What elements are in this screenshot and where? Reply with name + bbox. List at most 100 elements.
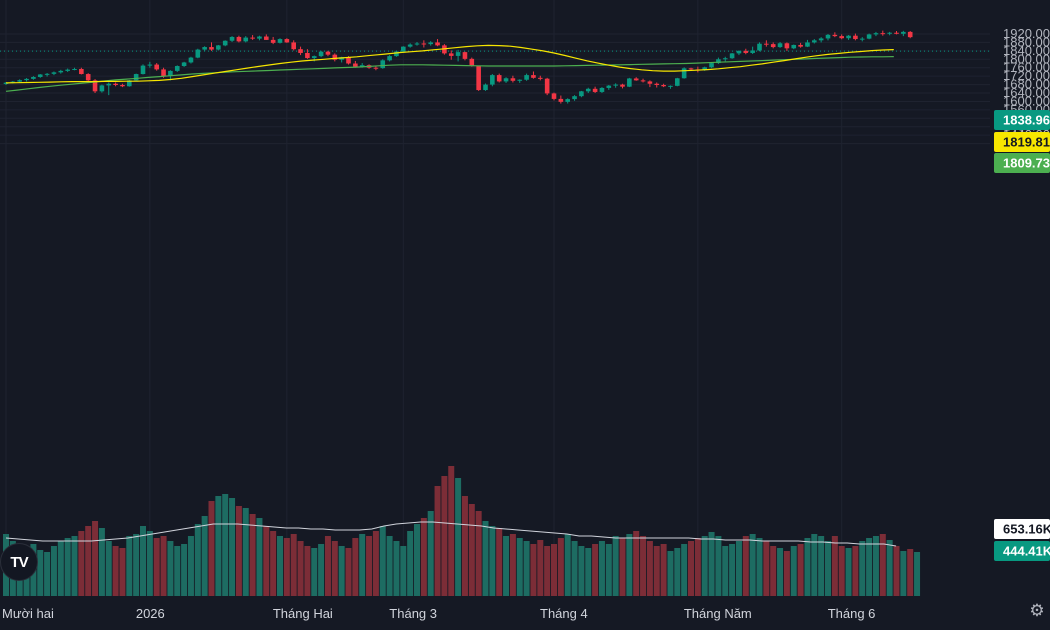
candle-body	[250, 37, 255, 39]
candle-body	[85, 74, 91, 81]
candle-body	[839, 36, 844, 39]
candle-body	[709, 63, 714, 68]
candle-body	[65, 69, 70, 71]
candle-body	[880, 33, 886, 35]
candle-body	[524, 75, 529, 80]
volume-ma-badge	[994, 519, 1050, 539]
candle-body	[359, 65, 365, 67]
volume-bar	[434, 486, 441, 596]
volume-bar	[777, 548, 784, 596]
candle-body	[736, 50, 742, 54]
volume-bar	[852, 546, 859, 596]
candle-body	[277, 39, 283, 43]
volume-bar	[414, 524, 420, 596]
volume-bar	[194, 524, 201, 596]
volume-bar	[359, 534, 366, 596]
candle-body	[401, 46, 406, 52]
candles	[3, 30, 913, 104]
volume-badge	[994, 541, 1050, 561]
volume-bar	[174, 546, 181, 596]
candle-body	[894, 32, 899, 34]
volume-bar	[811, 534, 818, 596]
volume-bar	[551, 544, 557, 596]
volume-bar	[400, 546, 407, 596]
volume-bar	[660, 544, 667, 596]
candle-body	[3, 82, 9, 84]
candle-body	[448, 53, 454, 56]
candle-body	[681, 68, 687, 79]
volume-bar	[626, 534, 633, 596]
volume-bar	[468, 504, 475, 596]
candle-body	[161, 69, 166, 77]
candle-body	[613, 84, 618, 86]
candle-body	[798, 44, 803, 47]
candle-body	[79, 68, 84, 75]
candle-body	[243, 37, 249, 42]
volume-bar	[893, 546, 900, 596]
candle-body	[517, 79, 523, 81]
candle-body	[106, 83, 112, 86]
volume-bar	[311, 548, 318, 596]
candle-body	[743, 50, 749, 53]
volume-bar	[598, 541, 605, 596]
volume-bar	[283, 538, 290, 596]
volume-bar	[701, 536, 708, 596]
candle-body	[579, 91, 584, 97]
x-tick-label: Tháng 4	[540, 606, 588, 621]
candle-body	[120, 85, 125, 87]
candle-body	[558, 98, 564, 102]
tradingview-logo[interactable]: TV	[0, 543, 38, 581]
volume-bar	[735, 541, 742, 596]
volume-bar	[708, 532, 715, 596]
candle-body	[229, 36, 235, 41]
candle-body	[181, 62, 187, 67]
candle-body	[620, 84, 625, 87]
volume-ma-badge-label: 653.16K	[1003, 522, 1050, 537]
candle-body	[394, 51, 399, 57]
volume-bar	[140, 526, 146, 596]
candle-body	[633, 78, 639, 81]
y-tick-label: 1680.00	[1003, 77, 1050, 92]
volume-bar	[694, 538, 701, 596]
y-tick-label: 1880.00	[1003, 34, 1050, 49]
candle-body	[414, 43, 420, 45]
candle-body	[380, 60, 386, 69]
candle-body	[236, 36, 242, 42]
volume-bar	[235, 506, 242, 596]
volume-bar	[475, 511, 482, 596]
candle-body	[435, 42, 440, 46]
candle-body	[154, 64, 159, 70]
volume-bar	[379, 526, 386, 596]
ma-yellow-badge	[994, 132, 1050, 152]
candle-body	[729, 53, 735, 59]
volume-bar	[667, 551, 674, 596]
volume-bar	[845, 548, 852, 596]
volume-bar	[57, 541, 64, 596]
volume-bar	[646, 541, 653, 596]
volume-bar	[866, 538, 873, 596]
volume-bar	[496, 528, 503, 596]
candle-body	[770, 44, 776, 48]
volume-bar	[900, 551, 907, 596]
candle-body	[311, 56, 317, 59]
candle-body	[92, 80, 98, 92]
y-tick-label: 1920.00	[1003, 26, 1050, 41]
volume-bar	[133, 534, 140, 596]
volume-bar	[633, 531, 640, 596]
volume-bar	[345, 548, 352, 596]
volume-bar	[420, 518, 427, 596]
y-tick-label: 1760.00	[1003, 60, 1050, 75]
settings-gear-icon[interactable]: ⚙	[1029, 601, 1045, 621]
volume-bar	[427, 511, 434, 596]
volume-bar	[879, 534, 886, 596]
volume-bar	[722, 546, 729, 596]
candle-body	[859, 38, 865, 40]
x-tick-label: Tháng Năm	[684, 606, 752, 621]
volume-bar	[914, 552, 921, 596]
candle-body	[510, 78, 516, 81]
volume-bar	[482, 521, 489, 596]
volume-bar	[859, 541, 866, 596]
volume-bar	[838, 546, 845, 596]
ma-green-badge	[994, 153, 1050, 173]
